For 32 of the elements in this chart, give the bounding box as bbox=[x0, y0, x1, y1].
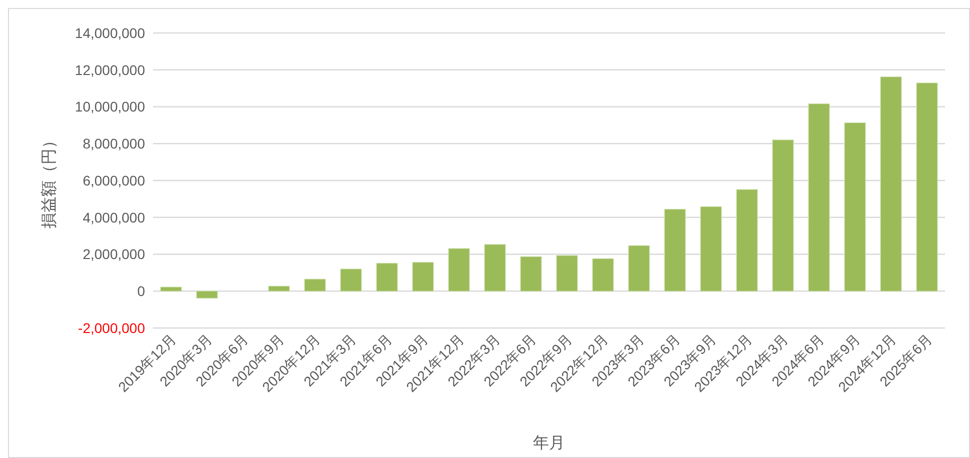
bar bbox=[448, 248, 470, 292]
bar bbox=[664, 208, 686, 292]
y-axis-title: 損益額（円） bbox=[40, 132, 58, 228]
bar bbox=[916, 82, 938, 292]
bar bbox=[736, 189, 758, 292]
bar bbox=[808, 104, 830, 292]
bar bbox=[556, 255, 578, 292]
bar bbox=[196, 290, 218, 298]
y-tick-label: -2,000,000 bbox=[78, 320, 146, 336]
y-tick-label: 2,000,000 bbox=[82, 246, 146, 262]
bar bbox=[484, 244, 506, 292]
bar bbox=[376, 262, 398, 292]
y-tick-label: 0 bbox=[137, 283, 146, 300]
y-tick-label: 10,000,000 bbox=[74, 98, 146, 115]
y-tick-label: 8,000,000 bbox=[82, 136, 146, 152]
bar bbox=[412, 262, 434, 292]
bar bbox=[160, 286, 182, 292]
bar bbox=[304, 278, 326, 292]
bar bbox=[700, 206, 722, 292]
bar bbox=[340, 268, 362, 292]
y-tick-label: 4,000,000 bbox=[82, 209, 146, 226]
y-tick-label: 6,000,000 bbox=[82, 172, 146, 188]
y-tick-label: 14,000,000 bbox=[74, 24, 146, 41]
bar bbox=[520, 256, 542, 292]
bar bbox=[628, 245, 650, 292]
bar bbox=[844, 122, 866, 292]
bar bbox=[772, 140, 794, 292]
bar bbox=[880, 76, 902, 292]
bar bbox=[592, 258, 614, 292]
x-axis-title: 年月 bbox=[533, 435, 565, 452]
y-tick-label: 12,000,000 bbox=[74, 62, 146, 78]
bar bbox=[268, 286, 290, 292]
